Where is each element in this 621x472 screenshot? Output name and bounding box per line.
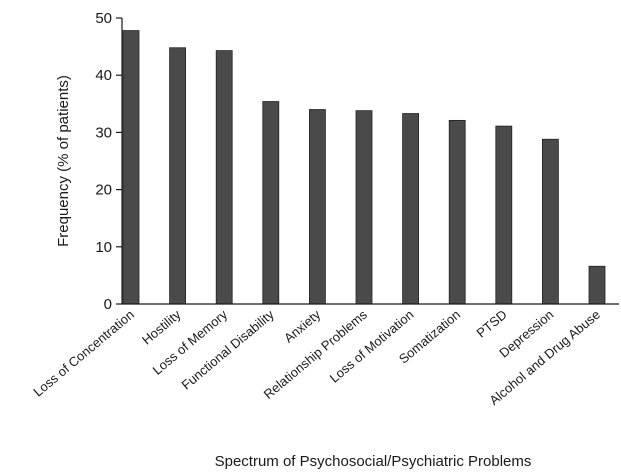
y-tick-label: 50 xyxy=(95,10,112,27)
bar xyxy=(215,50,233,305)
x-category-label: PTSD xyxy=(474,307,510,341)
y-axis-ticks: 0 10 20 30 40 50 xyxy=(95,10,122,313)
y-axis-title: Frequency (% of patients) xyxy=(55,75,72,247)
bar xyxy=(122,30,140,305)
plot-area xyxy=(122,30,606,305)
bar xyxy=(355,110,373,305)
y-tick-label: 0 xyxy=(104,296,112,313)
y-tick-label: 40 xyxy=(95,67,112,84)
x-category-label: Loss of Concentration xyxy=(30,307,137,400)
x-category-label: Anxiety xyxy=(281,306,324,345)
bar xyxy=(448,119,466,305)
y-tick-label: 30 xyxy=(95,124,112,141)
bar xyxy=(588,265,606,305)
x-category-label: Loss of Motivation xyxy=(327,307,417,386)
bar xyxy=(542,138,559,305)
y-tick-label: 10 xyxy=(95,239,112,256)
x-axis-title: Spectrum of Psychosocial/Psychiatric Pro… xyxy=(215,453,532,470)
bar xyxy=(169,47,187,305)
bar xyxy=(308,109,326,305)
y-tick-label: 20 xyxy=(95,182,112,199)
bar xyxy=(402,113,420,305)
x-category-label: Hostility xyxy=(139,306,184,347)
bar xyxy=(495,125,513,305)
bar xyxy=(262,101,280,305)
